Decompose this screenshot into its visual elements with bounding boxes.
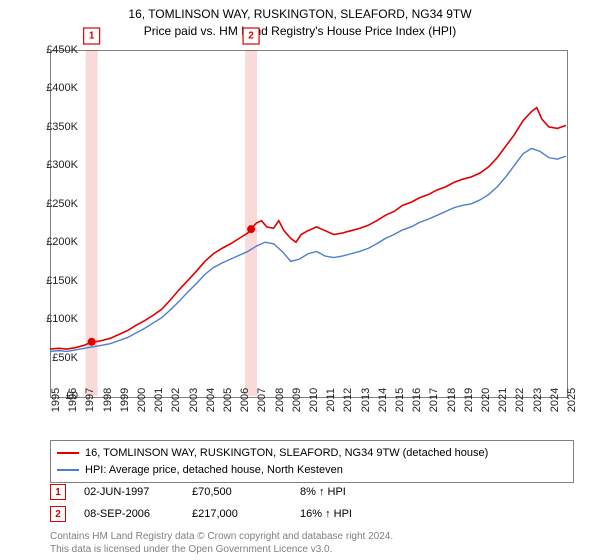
sale-date-1: 02-JUN-1997 (84, 486, 174, 498)
legend-label-2: HPI: Average price, detached house, Nort… (85, 462, 343, 479)
xtick-label: 2016 (411, 388, 423, 412)
ytick-label: £250K (46, 198, 78, 210)
xtick-label: 2006 (239, 388, 251, 412)
title-line-1: 16, TOMLINSON WAY, RUSKINGTON, SLEAFORD,… (0, 6, 600, 23)
ytick-label: £50K (52, 352, 78, 364)
xtick-label: 2011 (325, 388, 337, 412)
xtick-label: 1998 (102, 388, 114, 412)
xtick-label: 2022 (514, 388, 526, 412)
xtick-label: 2000 (136, 388, 148, 412)
xtick-label: 2004 (205, 388, 217, 412)
legend-item-1: 16, TOMLINSON WAY, RUSKINGTON, SLEAFORD,… (57, 445, 567, 462)
xtick-label: 2015 (394, 388, 406, 412)
sale-marker-2: 2 (50, 506, 66, 522)
xtick-label: 2025 (566, 388, 578, 412)
sale-price-1: £70,500 (192, 486, 282, 498)
sale-entry-1: 1 02-JUN-1997 £70,500 8% ↑ HPI (50, 484, 390, 500)
credits-line-1: Contains HM Land Registry data © Crown c… (50, 530, 393, 543)
xtick-label: 1996 (67, 388, 79, 412)
xtick-label: 2020 (480, 388, 492, 412)
xtick-label: 1995 (50, 388, 62, 412)
ytick-label: £200K (46, 236, 78, 248)
ytick-label: £450K (46, 44, 78, 56)
xtick-label: 2019 (463, 388, 475, 412)
sale-entry-2: 2 08-SEP-2006 £217,000 16% ↑ HPI (50, 506, 390, 522)
xtick-label: 2010 (308, 388, 320, 412)
legend-swatch-1 (57, 452, 79, 454)
ytick-label: £100K (46, 313, 78, 325)
credits-line-2: This data is licensed under the Open Gov… (50, 543, 393, 556)
xtick-label: 2001 (153, 388, 165, 412)
xtick-label: 2017 (428, 388, 440, 412)
chart-svg: 12 (50, 50, 566, 396)
xtick-label: 2023 (532, 388, 544, 412)
ytick-label: £350K (46, 121, 78, 133)
xtick-label: 2018 (446, 388, 458, 412)
xtick-label: 2005 (222, 388, 234, 412)
legend: 16, TOMLINSON WAY, RUSKINGTON, SLEAFORD,… (50, 440, 574, 483)
sale-delta-2: 16% ↑ HPI (300, 508, 390, 520)
legend-item-2: HPI: Average price, detached house, Nort… (57, 462, 567, 479)
svg-text:1: 1 (89, 31, 95, 42)
xtick-label: 2008 (274, 388, 286, 412)
ytick-label: £150K (46, 275, 78, 287)
xtick-label: 2014 (377, 388, 389, 412)
xtick-label: 2024 (549, 388, 561, 412)
xtick-label: 1999 (119, 388, 131, 412)
xtick-label: 2007 (256, 388, 268, 412)
xtick-label: 2009 (291, 388, 303, 412)
xtick-label: 2013 (360, 388, 372, 412)
xtick-label: 2002 (170, 388, 182, 412)
xtick-label: 2012 (342, 388, 354, 412)
ytick-label: £400K (46, 82, 78, 94)
svg-text:2: 2 (248, 31, 254, 42)
legend-label-1: 16, TOMLINSON WAY, RUSKINGTON, SLEAFORD,… (85, 445, 488, 462)
sale-date-2: 08-SEP-2006 (84, 508, 174, 520)
sale-price-2: £217,000 (192, 508, 282, 520)
sale-marker-1: 1 (50, 484, 66, 500)
sale-delta-1: 8% ↑ HPI (300, 486, 390, 498)
credits: Contains HM Land Registry data © Crown c… (50, 530, 393, 556)
xtick-label: 2003 (188, 388, 200, 412)
ytick-label: £300K (46, 159, 78, 171)
legend-swatch-2 (57, 469, 79, 471)
xtick-label: 1997 (84, 388, 96, 412)
xtick-label: 2021 (497, 388, 509, 412)
